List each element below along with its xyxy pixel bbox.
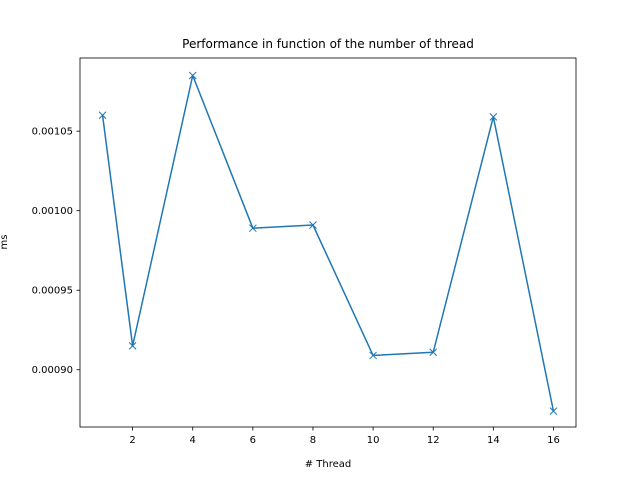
data-point xyxy=(248,224,257,233)
data-point xyxy=(489,112,498,121)
x-tick-label: 12 xyxy=(427,435,440,446)
x-tick-label: 8 xyxy=(310,435,316,446)
y-axis-label: ms xyxy=(0,235,10,250)
data-point xyxy=(98,111,107,120)
y-tick-label: 0.00100 xyxy=(32,206,73,217)
chart-title: Performance in function of the number of… xyxy=(182,37,474,51)
y-tick-label: 0.00090 xyxy=(32,365,73,376)
y-tick-label: 0.00105 xyxy=(32,127,73,138)
x-tick-label: 14 xyxy=(487,435,500,446)
data-point xyxy=(188,71,197,80)
series-line xyxy=(101,74,555,412)
data-point xyxy=(128,342,137,350)
x-tick-label: 6 xyxy=(250,435,256,446)
data-point xyxy=(309,221,317,229)
plot-area xyxy=(98,71,558,415)
y-axis: 0.00090 0.00095 0.00100 0.00105 xyxy=(32,127,80,376)
x-axis: 2 4 6 8 10 12 14 16 xyxy=(129,427,560,446)
data-point xyxy=(429,348,438,357)
x-tick-label: 2 xyxy=(129,435,135,446)
data-point xyxy=(549,407,558,415)
data-point xyxy=(369,351,377,360)
x-axis-label: # Thread xyxy=(305,459,352,470)
y-tick-label: 0.00095 xyxy=(32,286,73,297)
x-tick-label: 4 xyxy=(190,435,196,446)
plot-frame xyxy=(79,57,577,428)
x-tick-label: 10 xyxy=(367,435,380,446)
x-tick-label: 16 xyxy=(547,435,560,446)
